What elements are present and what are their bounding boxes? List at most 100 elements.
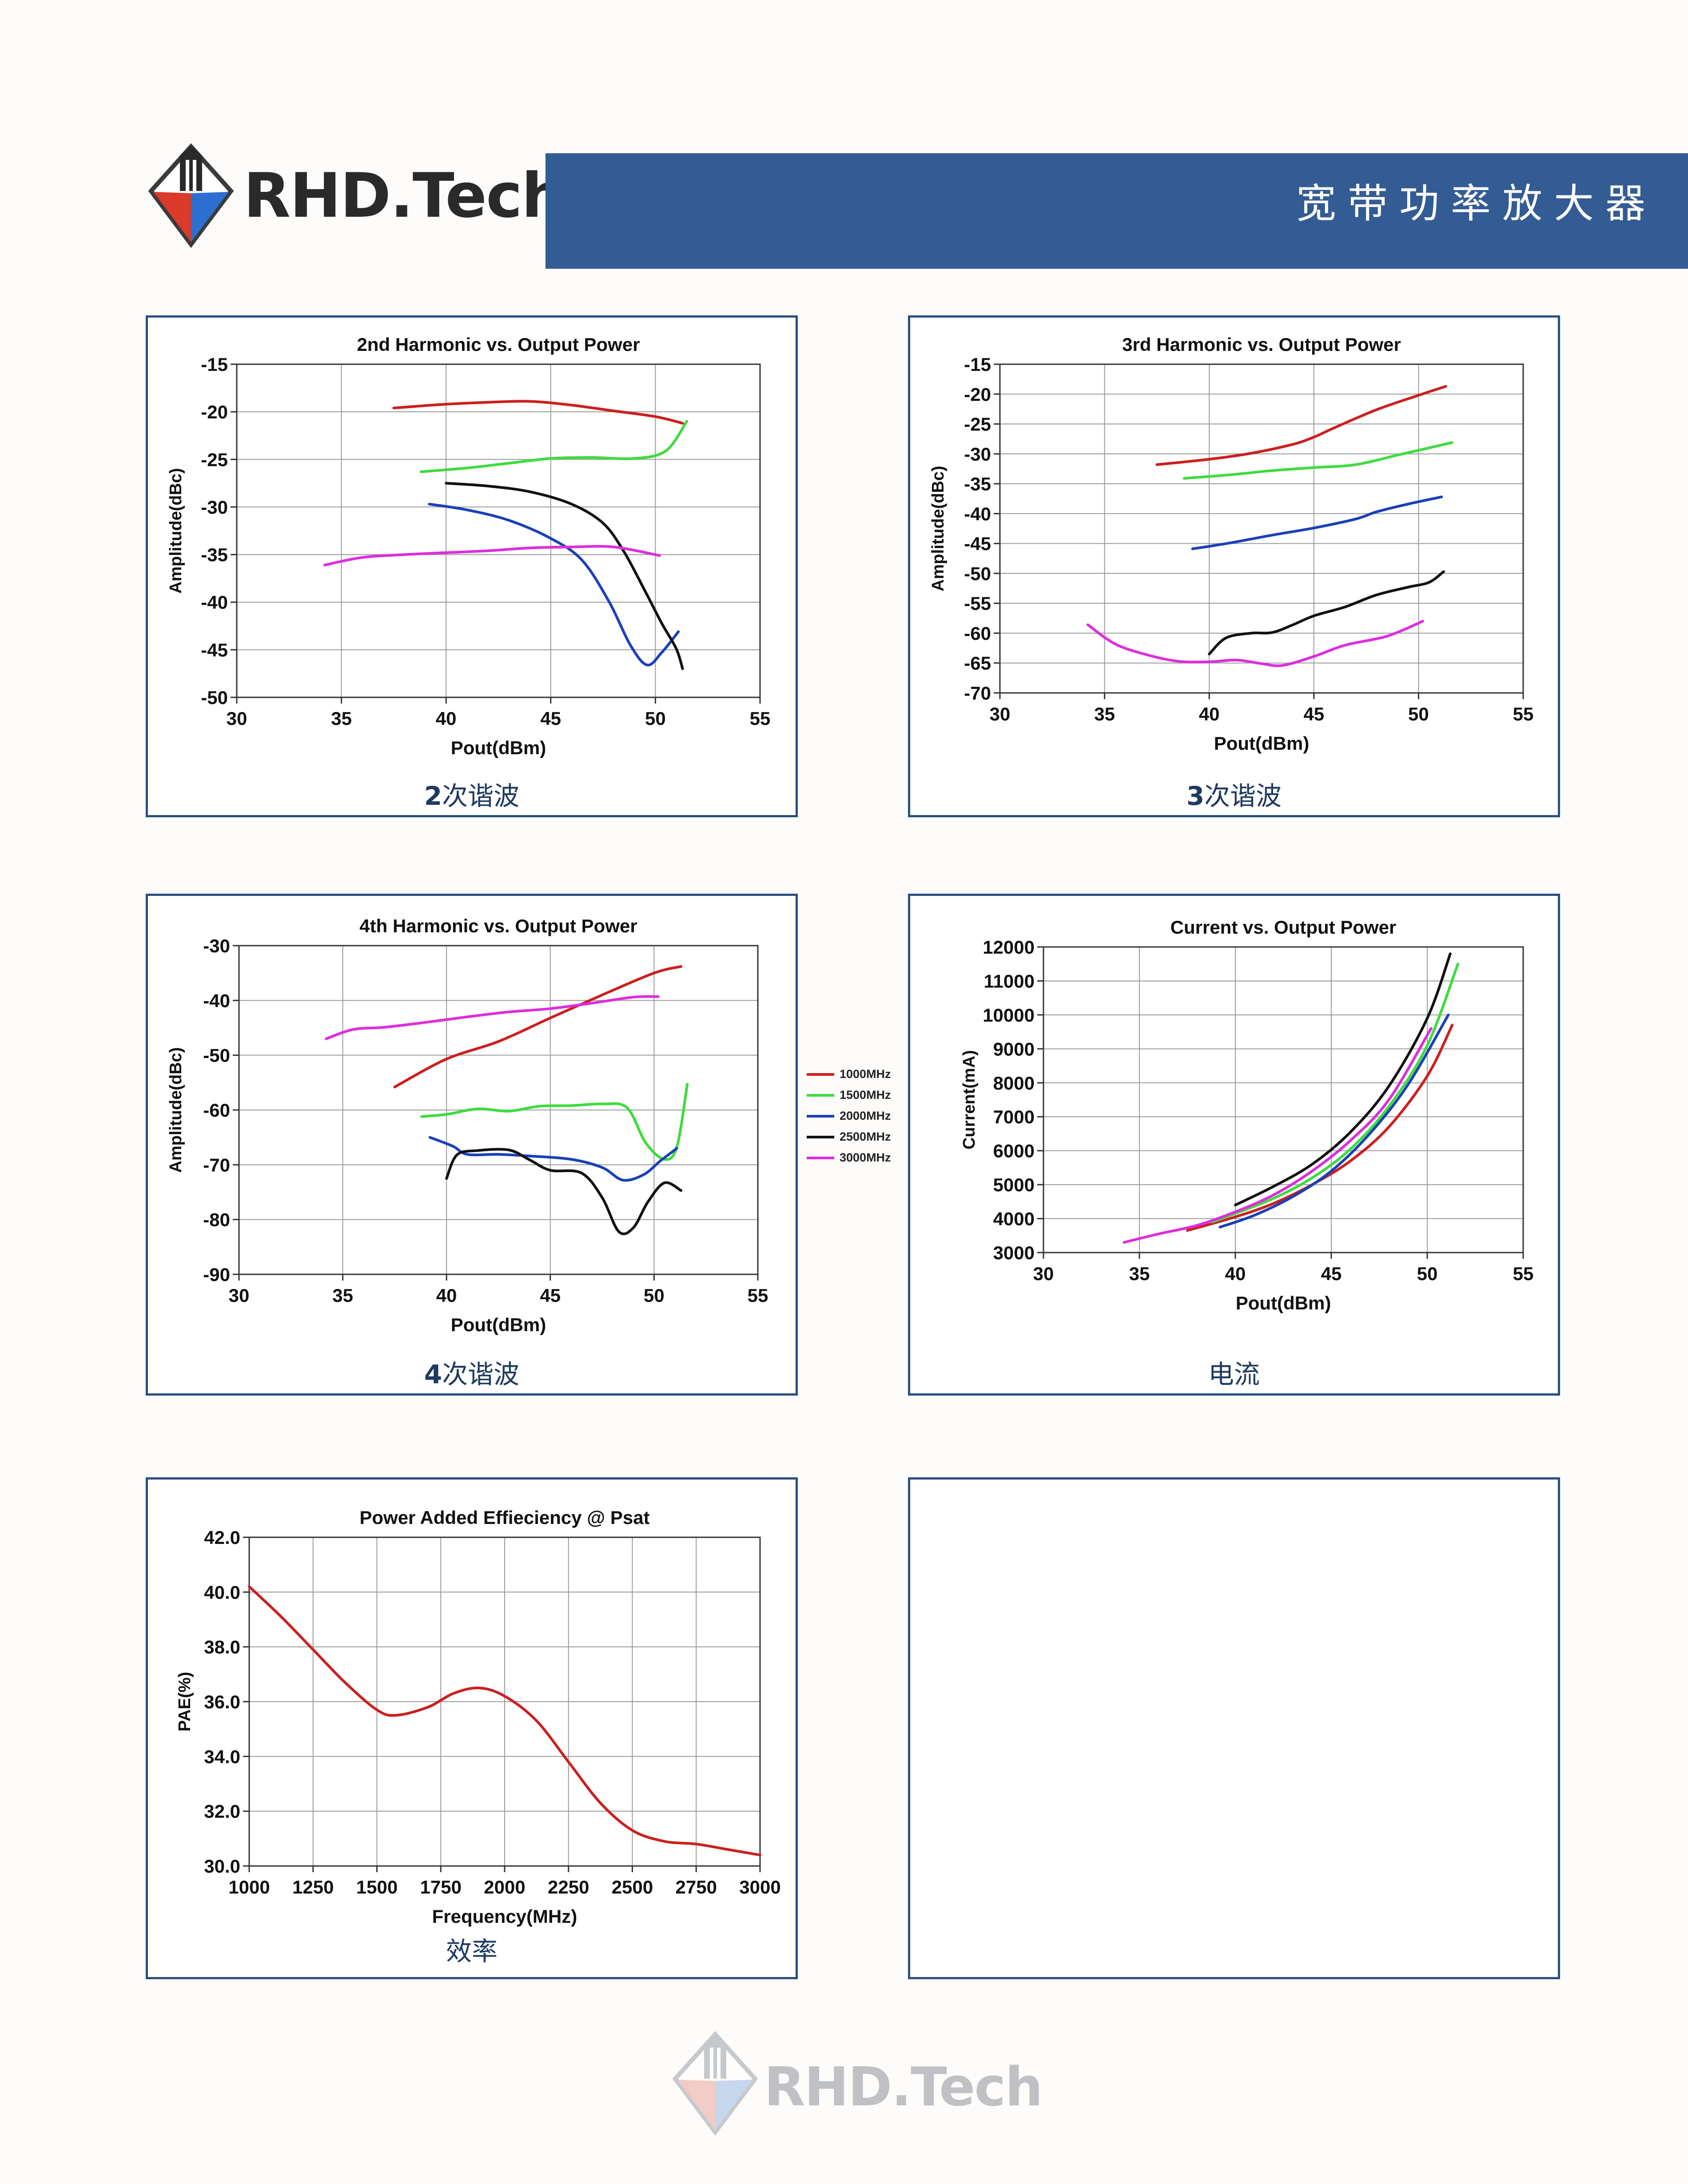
series-line bbox=[392, 400, 684, 425]
series-line bbox=[393, 965, 683, 1089]
legend-swatch bbox=[807, 1114, 834, 1118]
x-tick-label: 50 bbox=[644, 1285, 665, 1306]
caption-number: 4 bbox=[424, 1359, 442, 1389]
brand-logo-icon bbox=[148, 143, 234, 248]
y-tick-label: 5000 bbox=[993, 1174, 1035, 1195]
footer-logo-icon bbox=[672, 2031, 758, 2136]
x-tick-label: 40 bbox=[1199, 704, 1220, 724]
caption-2nd-harmonic: 2次谐波 bbox=[148, 775, 796, 812]
x-tick-label: 2500 bbox=[612, 1877, 653, 1898]
y-tick-label: -40 bbox=[201, 592, 228, 613]
plot-frame bbox=[1043, 946, 1524, 1253]
chart-panel-3rd-harmonic: 3rd Harmonic vs. Output Power 30 35 40 45 50 5… bbox=[908, 315, 1560, 817]
series-line bbox=[1218, 1013, 1450, 1229]
y-tick-label: -15 bbox=[964, 354, 991, 375]
y-tick-label: -30 bbox=[964, 444, 991, 465]
footer-brand-name: RHD.Tech bbox=[764, 2057, 1043, 2118]
y-tick-label: 3000 bbox=[993, 1242, 1035, 1263]
x-tick-label: 2000 bbox=[484, 1877, 525, 1898]
x-tick-label: 55 bbox=[1513, 704, 1534, 724]
legend-label: 3000MHz bbox=[840, 1151, 891, 1164]
y-tick-label: -65 bbox=[964, 653, 991, 674]
legend-label: 2000MHz bbox=[840, 1109, 891, 1122]
plot-frame bbox=[999, 363, 1524, 694]
chart-panel-4th-harmonic: 4th Harmonic vs. Output Power 30 35 40 45 50 5… bbox=[146, 894, 798, 1396]
series-line bbox=[1186, 1023, 1454, 1232]
plot-frame bbox=[236, 363, 761, 698]
y-tick-label: -15 bbox=[201, 354, 228, 375]
series-line bbox=[1182, 441, 1453, 480]
y-tick-label: 11000 bbox=[984, 971, 1035, 991]
y-tick-label: -45 bbox=[201, 640, 228, 660]
y-tick-label: 40.0 bbox=[204, 1582, 240, 1603]
y-tick-label: -40 bbox=[203, 990, 230, 1011]
y-axis-label: Amplitude(dBc) bbox=[167, 1047, 185, 1173]
caption-number: 2 bbox=[424, 781, 442, 811]
y-tick-label: -70 bbox=[203, 1154, 230, 1175]
y-tick-label: -30 bbox=[203, 935, 230, 956]
legend-swatch bbox=[807, 1073, 834, 1076]
x-tick-label: 30 bbox=[227, 708, 247, 729]
series-line bbox=[248, 1585, 761, 1857]
y-tick-label: 42.0 bbox=[204, 1527, 240, 1548]
chart-title: Power Added Effieciency @ Psat bbox=[359, 1507, 649, 1528]
x-axis-label: Pout(dBm) bbox=[1214, 733, 1310, 754]
x-axis-label: Frequency(MHz) bbox=[432, 1906, 577, 1927]
y-axis-label: Amplitude(dBc) bbox=[167, 468, 185, 594]
y-tick-label: 10000 bbox=[983, 1005, 1035, 1026]
x-tick-label: 1250 bbox=[292, 1877, 334, 1898]
header-banner: 宽带功率放大器 bbox=[545, 153, 1688, 269]
x-axis-label: Pout(dBm) bbox=[1236, 1293, 1331, 1313]
legend-item: 2500MHz bbox=[807, 1126, 913, 1147]
series-line bbox=[1123, 1027, 1433, 1244]
legend-label: 1000MHz bbox=[840, 1067, 891, 1081]
y-tick-label: -60 bbox=[203, 1100, 230, 1121]
caption-text: 次谐波 bbox=[1204, 781, 1282, 811]
x-tick-label: 3000 bbox=[739, 1877, 780, 1898]
series-line bbox=[323, 545, 661, 567]
legend-swatch bbox=[807, 1135, 834, 1138]
x-tick-label: 35 bbox=[1129, 1263, 1150, 1284]
y-tick-label: 4000 bbox=[993, 1209, 1035, 1229]
caption-number: 3 bbox=[1186, 781, 1205, 811]
x-tick-label: 30 bbox=[990, 704, 1011, 724]
y-tick-label: -50 bbox=[964, 563, 991, 584]
x-tick-label: 1500 bbox=[356, 1877, 398, 1898]
series-line bbox=[428, 503, 680, 667]
y-tick-label: -35 bbox=[201, 545, 228, 565]
series-line bbox=[325, 995, 660, 1040]
y-tick-label: -40 bbox=[964, 503, 991, 524]
y-tick-label: -35 bbox=[964, 473, 991, 494]
caption-4th-harmonic: 4次谐波 bbox=[148, 1353, 796, 1391]
chart-current: Current vs. Output Power 30 35 40 45 50 55 3000… bbox=[960, 917, 1533, 1313]
series-line bbox=[1155, 385, 1447, 466]
y-tick-label: 38.0 bbox=[204, 1637, 240, 1658]
legend-swatch bbox=[807, 1094, 834, 1097]
series-line bbox=[419, 420, 689, 473]
legend-swatch bbox=[807, 1156, 834, 1159]
x-tick-label: 40 bbox=[1225, 1263, 1246, 1284]
series-line bbox=[1191, 495, 1443, 550]
y-tick-label: 30.0 bbox=[204, 1856, 240, 1877]
footer-logo: RHD.Tech bbox=[671, 2030, 1043, 2136]
brand-name: RHD.Tech bbox=[243, 160, 565, 231]
chart-4th-harmonic: 4th Harmonic vs. Output Power 30 35 40 45 50 5… bbox=[167, 915, 768, 1335]
legend-item: 1000MHz bbox=[807, 1064, 913, 1085]
chart-title: 3rd Harmonic vs. Output Power bbox=[1122, 334, 1401, 355]
series-line bbox=[1208, 570, 1445, 656]
x-tick-label: 45 bbox=[540, 708, 561, 729]
series-line bbox=[445, 481, 684, 670]
y-axis-label: Current(mA) bbox=[960, 1050, 979, 1150]
caption-text: 电流 bbox=[1208, 1359, 1260, 1389]
brand-logo: RHD.Tech bbox=[147, 142, 565, 249]
y-tick-label: -70 bbox=[964, 683, 991, 704]
caption-text: 次谐波 bbox=[442, 781, 520, 811]
x-tick-label: 40 bbox=[436, 708, 457, 729]
chart-title: 4th Harmonic vs. Output Power bbox=[359, 915, 637, 936]
x-tick-label: 55 bbox=[750, 708, 771, 729]
x-tick-label: 45 bbox=[540, 1285, 561, 1306]
x-axis-label: Pout(dBm) bbox=[451, 737, 546, 758]
chart-3rd-harmonic: 3rd Harmonic vs. Output Power 30 35 40 45 50 5… bbox=[929, 334, 1534, 754]
legend-label: 2500MHz bbox=[840, 1130, 891, 1143]
x-tick-label: 50 bbox=[1408, 704, 1429, 724]
